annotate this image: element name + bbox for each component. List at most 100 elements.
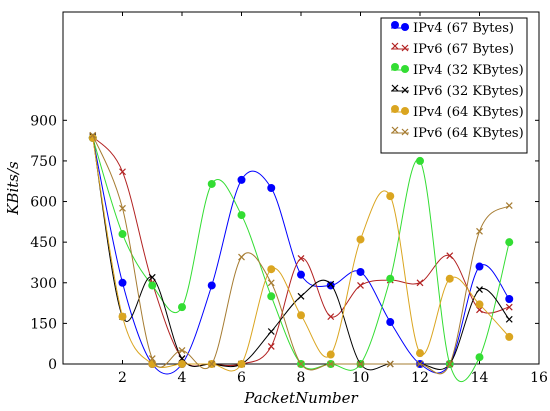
data-point (267, 292, 276, 301)
legend-marker (391, 42, 399, 50)
legend-marker (401, 65, 409, 73)
data-point (505, 315, 513, 323)
x-tick-label: 10 (352, 370, 370, 386)
data-point (386, 360, 394, 368)
data-point (476, 286, 483, 293)
data-point (267, 265, 276, 274)
x-tick-label: 4 (178, 370, 187, 386)
data-point (118, 312, 127, 321)
series-line (92, 137, 510, 372)
y-axis-label: KBits/s (4, 161, 22, 216)
data-point (475, 353, 484, 362)
legend-label: IPv6 (32 KBytes) (413, 84, 524, 99)
legend-marker (401, 44, 409, 52)
x-tick-label: 14 (471, 370, 489, 386)
series-layer (88, 131, 514, 382)
x-tick-label: 6 (237, 370, 246, 386)
data-point (208, 360, 216, 368)
legend-marker (401, 128, 409, 136)
legend-marker (401, 107, 409, 115)
data-point (148, 355, 156, 363)
legend-label: IPv4 (64 KBytes) (413, 105, 524, 120)
data-point (356, 267, 365, 276)
y-tick-label: 900 (30, 113, 57, 129)
data-point (327, 280, 335, 288)
series-6 (89, 131, 513, 375)
y-tick-label: 150 (30, 316, 57, 332)
legend-label: IPv6 (64 KBytes) (413, 126, 524, 141)
data-point (475, 300, 484, 309)
legend-marker (391, 105, 399, 113)
data-point (416, 360, 424, 368)
y-tick-label: 450 (30, 235, 57, 251)
legend-label: IPv4 (32 KBytes) (413, 63, 524, 78)
legend-label: IPv6 (67 Bytes) (413, 42, 514, 57)
data-point (386, 318, 395, 327)
data-point (267, 184, 276, 192)
data-point (207, 179, 216, 188)
data-point (386, 192, 395, 201)
data-point (357, 360, 364, 368)
data-point (416, 279, 424, 287)
legend-box (380, 17, 528, 154)
data-point (327, 360, 335, 368)
data-point (416, 156, 424, 165)
data-point (326, 350, 335, 359)
data-point (148, 281, 157, 290)
data-point (297, 360, 305, 368)
series-line (92, 136, 510, 371)
data-point (119, 168, 126, 176)
x-tick-label: 16 (530, 370, 548, 386)
legend: IPv4 (67 Bytes) IPv6 (67 Bytes) IPv4 (32 K… (380, 17, 528, 154)
data-point (505, 238, 514, 247)
data-point (356, 235, 365, 244)
data-point (267, 279, 275, 287)
data-point (505, 202, 513, 210)
x-tick-label: 2 (118, 370, 127, 386)
data-point (297, 254, 305, 262)
legend-item: IPv6 (32 KBytes) (391, 84, 524, 99)
y-tick-label: 300 (30, 276, 57, 292)
axis-ticks: 2 4 6 8 10 12 14 16 0 150 300 450 600 750 900 (30, 12, 548, 386)
data-point (237, 360, 246, 368)
legend-label: IPv4 (67 Bytes) (413, 21, 514, 36)
data-point (386, 274, 395, 283)
x-tick-label: 12 (411, 370, 429, 386)
data-point (505, 295, 514, 304)
y-tick-label: 600 (30, 195, 57, 211)
data-point (119, 204, 126, 212)
data-point (148, 273, 156, 281)
series-line (92, 135, 510, 375)
data-point (237, 211, 246, 220)
data-point (207, 281, 216, 290)
legend-item: IPv6 (64 KBytes) (391, 126, 524, 141)
data-point (237, 175, 246, 184)
data-point (476, 227, 483, 235)
data-point (505, 332, 514, 341)
data-point (475, 262, 484, 271)
data-point (178, 360, 186, 368)
data-point (267, 342, 275, 350)
data-point (297, 311, 305, 320)
data-point (505, 303, 513, 311)
series-line (92, 137, 510, 382)
data-point (238, 253, 245, 261)
series-2 (89, 133, 513, 368)
series-line (92, 137, 510, 375)
y-tick-label: 0 (48, 357, 57, 373)
series-4 (89, 133, 513, 371)
legend-item: IPv6 (67 Bytes) (391, 42, 514, 57)
data-point (327, 313, 335, 321)
series-line (92, 136, 510, 367)
legend-marker (391, 21, 399, 29)
legend-marker (391, 126, 399, 134)
data-point (445, 274, 454, 283)
legend-item: IPv4 (64 KBytes) (391, 105, 524, 120)
data-point (267, 328, 275, 335)
data-point (118, 278, 127, 287)
x-axis-label: PacketNumber (243, 389, 358, 407)
data-point (446, 360, 454, 368)
data-point (297, 292, 305, 300)
legend-marker (401, 86, 409, 94)
